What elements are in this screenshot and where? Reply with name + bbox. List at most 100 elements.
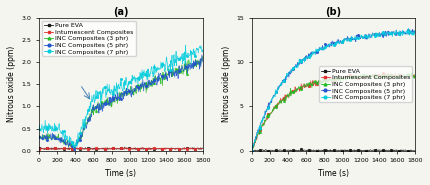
INC Composites (7 phr) [37,128,42,130]
INC Composites (7 phr) [155,68,160,70]
Pure EVA [156,148,161,150]
INC Composites (5 phr) [249,149,254,152]
INC Composites (7 phr) [314,50,319,52]
X-axis label: Time (s): Time (s) [318,169,349,178]
Pure EVA [101,148,107,150]
INC Composites (7 phr) [101,87,107,89]
INC Composites (3 phr) [155,80,160,82]
INC Composites (3 phr) [56,139,61,141]
Pure EVA [413,149,418,152]
Line: Pure EVA: Pure EVA [251,148,416,152]
INC Composites (5 phr) [367,36,372,38]
Intumescent Composites [140,148,145,150]
Intumescent Composites [249,150,254,152]
INC Composites (5 phr) [302,56,307,59]
Line: INC Composites (3 phr): INC Composites (3 phr) [38,56,203,150]
INC Composites (3 phr) [367,78,372,80]
INC Composites (3 phr) [314,80,319,82]
Pure EVA [353,150,358,152]
INC Composites (3 phr) [37,135,42,137]
Title: (a): (a) [113,7,129,17]
INC Composites (3 phr) [101,102,107,104]
INC Composites (3 phr) [72,148,77,150]
Intumescent Composites [68,146,74,148]
INC Composites (3 phr) [413,74,418,76]
INC Composites (5 phr) [269,99,274,102]
Title: (b): (b) [326,7,341,17]
INC Composites (3 phr) [352,77,357,79]
Line: Intumescent Composites: Intumescent Composites [251,73,416,152]
Pure EVA [90,148,95,150]
Line: INC Composites (7 phr): INC Composites (7 phr) [38,45,203,149]
INC Composites (7 phr) [269,99,274,101]
INC Composites (5 phr) [410,28,415,31]
Intumescent Composites [90,148,95,150]
Y-axis label: Nitrous oxide (ppm): Nitrous oxide (ppm) [7,46,16,122]
Line: Pure EVA: Pure EVA [38,146,203,151]
Pure EVA [249,150,254,152]
INC Composites (7 phr) [71,147,76,149]
Pure EVA [251,150,256,152]
INC Composites (5 phr) [156,72,161,74]
Pure EVA [37,147,42,149]
INC Composites (7 phr) [156,68,161,70]
Pure EVA [314,149,319,151]
Intumescent Composites [269,112,274,114]
INC Composites (3 phr) [368,78,373,80]
INC Composites (3 phr) [200,55,206,57]
INC Composites (5 phr) [101,102,107,105]
Intumescent Composites [302,84,307,87]
Pure EVA [156,148,161,150]
Pure EVA [368,149,373,151]
Intumescent Composites [156,148,161,150]
Pure EVA [140,147,145,149]
X-axis label: Time (s): Time (s) [105,169,136,178]
INC Composites (7 phr) [302,56,307,59]
INC Composites (5 phr) [352,39,357,41]
Line: INC Composites (5 phr): INC Composites (5 phr) [251,28,416,152]
INC Composites (7 phr) [352,36,357,38]
INC Composites (3 phr) [156,79,161,81]
INC Composites (5 phr) [37,136,42,138]
Intumescent Composites [367,74,372,77]
INC Composites (7 phr) [413,31,418,33]
INC Composites (3 phr) [140,84,145,87]
Intumescent Composites [314,81,319,83]
INC Composites (7 phr) [183,44,188,46]
Line: INC Composites (3 phr): INC Composites (3 phr) [251,72,416,152]
INC Composites (5 phr) [368,35,373,37]
INC Composites (3 phr) [302,84,307,86]
INC Composites (7 phr) [368,33,373,36]
Intumescent Composites [200,147,206,150]
Intumescent Composites [368,77,373,79]
INC Composites (5 phr) [155,76,160,78]
INC Composites (3 phr) [410,71,415,74]
Intumescent Composites [37,148,42,150]
Line: Intumescent Composites: Intumescent Composites [38,147,203,151]
Pure EVA [369,149,374,151]
INC Composites (5 phr) [72,150,77,152]
Pure EVA [144,149,149,151]
Intumescent Composites [56,148,61,150]
Intumescent Composites [352,74,357,76]
INC Composites (7 phr) [406,27,411,30]
Y-axis label: Nitrous oxide (ppm): Nitrous oxide (ppm) [221,46,230,122]
INC Composites (3 phr) [269,112,274,114]
Pure EVA [56,147,61,150]
INC Composites (3 phr) [90,104,95,107]
INC Composites (5 phr) [140,85,145,87]
Intumescent Composites [138,149,143,151]
INC Composites (7 phr) [56,126,61,128]
INC Composites (7 phr) [90,100,95,102]
INC Composites (5 phr) [200,54,205,56]
INC Composites (7 phr) [367,34,372,37]
INC Composites (5 phr) [90,106,95,108]
INC Composites (7 phr) [249,150,254,152]
Legend: Pure EVA, Intumescent Composites, INC Composites (3 phr), INC Composites (5 phr): Pure EVA, Intumescent Composites, INC Co… [319,66,412,102]
Pure EVA [374,148,379,150]
Pure EVA [269,149,274,152]
INC Composites (7 phr) [140,79,145,81]
INC Composites (5 phr) [56,137,61,139]
Line: INC Composites (7 phr): INC Composites (7 phr) [251,28,416,152]
INC Composites (5 phr) [413,32,418,34]
